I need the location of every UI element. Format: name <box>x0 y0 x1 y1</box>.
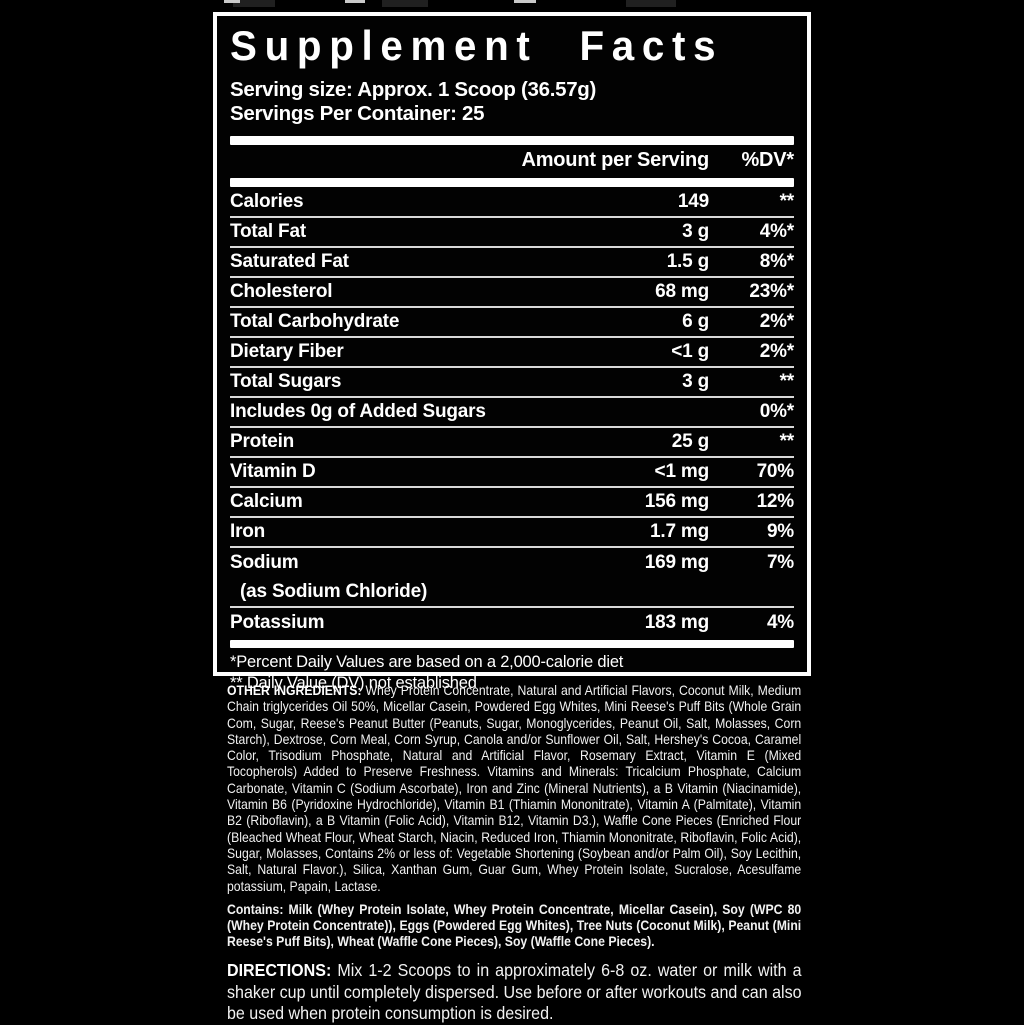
label-lower-text: OTHER INGREDIENTS: Whey Protein Concentr… <box>227 683 802 1025</box>
table-row-vitamin-d: Vitamin D <1 mg 70% <box>230 458 794 488</box>
nutrient-name: Calcium <box>230 491 303 512</box>
crop-artifact <box>626 0 676 7</box>
other-ingredients-label: OTHER INGREDIENTS: <box>227 683 362 698</box>
nutrient-name: Calories <box>230 191 304 212</box>
table-row-total-fat: Total Fat 3 g 4%* <box>230 218 794 248</box>
footnotes: *Percent Daily Values are based on a 2,0… <box>230 652 794 693</box>
nutrient-amount: 3 g <box>682 371 709 392</box>
supplement-facts-panel: Supplement Facts Serving size: Approx. 1… <box>213 12 811 692</box>
table-row-sodium: Sodium 169 mg 7% (as Sodium Chloride) <box>230 548 794 608</box>
divider-bar-header <box>230 178 794 187</box>
table-row-saturated-fat: Saturated Fat 1.5 g 8%* <box>230 248 794 278</box>
nutrient-amount: 156 mg <box>644 491 709 512</box>
nutrient-name: Sodium <box>230 552 299 573</box>
nutrient-amount: <1 mg <box>654 461 710 482</box>
nutrient-name: Vitamin D <box>230 461 316 482</box>
nutrient-name: Dietary Fiber <box>230 341 344 362</box>
header-dv: %DV* <box>741 149 794 171</box>
nutrient-dv: 2%* <box>759 311 794 332</box>
directions-label: DIRECTIONS: <box>227 959 332 980</box>
directions-text: Mix 1-2 Scoops to in approximately 6-8 o… <box>227 959 802 1024</box>
nutrient-dv: 8%* <box>759 251 794 272</box>
nutrient-dv: 12% <box>756 491 795 512</box>
nutrient-name: Iron <box>230 521 266 542</box>
table-header: Amount per Serving %DV* <box>230 145 794 176</box>
table-row-cholesterol: Cholesterol 68 mg 23%* <box>230 278 794 308</box>
panel-title: Supplement Facts <box>230 22 724 69</box>
nutrient-dv: ** <box>779 371 795 392</box>
nutrient-subname: (as Sodium Chloride) <box>240 581 428 602</box>
nutrient-dv: 23%* <box>749 281 794 302</box>
table-row-potassium: Potassium 183 mg 4% <box>230 608 794 638</box>
other-ingredients-paragraph: OTHER INGREDIENTS: Whey Protein Concentr… <box>227 683 801 895</box>
footnote-daily-values: *Percent Daily Values are based on a 2,0… <box>230 653 624 671</box>
nutrient-dv: ** <box>779 191 795 212</box>
nutrient-amount: 3 g <box>682 221 709 242</box>
nutrient-dv: ** <box>779 431 795 452</box>
table-row-calcium: Calcium 156 mg 12% <box>230 488 794 518</box>
header-amount-per-serving: Amount per Serving <box>521 149 709 171</box>
divider-bar-bottom <box>230 640 794 648</box>
table-row-calories: Calories 149 ** <box>230 188 794 218</box>
nutrient-amount: 1.7 mg <box>650 521 709 542</box>
crop-artifact <box>233 0 275 7</box>
nutrient-amount: 6 g <box>682 311 709 332</box>
nutrient-amount: 68 mg <box>655 281 709 302</box>
divider-bar-top <box>230 136 794 145</box>
nutrient-dv: 70% <box>756 461 795 482</box>
nutrient-amount: 25 g <box>671 431 709 452</box>
directions-paragraph: DIRECTIONS: Mix 1-2 Scoops to in approxi… <box>227 960 802 1025</box>
nutrient-name: Protein <box>230 431 295 452</box>
nutrient-dv: 0%* <box>759 401 794 422</box>
nutrient-amount: 183 mg <box>644 612 709 633</box>
nutrient-dv: 4% <box>766 612 794 633</box>
nutrient-name: Total Sugars <box>230 371 342 392</box>
nutrient-amount: 1.5 g <box>666 251 710 272</box>
table-row-total-sugars: Total Sugars 3 g ** <box>230 368 794 398</box>
nutrient-dv: 4%* <box>759 221 794 242</box>
nutrient-name: Cholesterol <box>230 281 333 302</box>
table-row-dietary-fiber: Dietary Fiber <1 g 2%* <box>230 338 794 368</box>
nutrition-table: Calories 149 ** Total Fat 3 g 4%* Satura… <box>230 188 794 638</box>
serving-size: Serving size: Approx. 1 Scoop (36.57g) <box>230 78 597 101</box>
nutrient-dv: 7% <box>766 552 794 573</box>
table-row-protein: Protein 25 g ** <box>230 428 794 458</box>
nutrient-amount: 169 mg <box>644 552 709 573</box>
other-ingredients-text: Whey Protein Concentrate, Natural and Ar… <box>227 683 802 894</box>
nutrient-name: Total Fat <box>230 221 306 242</box>
nutrient-dv: 2%* <box>759 341 794 362</box>
table-row-iron: Iron 1.7 mg 9% <box>230 518 794 548</box>
contains-paragraph: Contains: Milk (Whey Protein Isolate, Wh… <box>227 901 802 950</box>
crop-artifact <box>345 0 365 3</box>
nutrient-name: Potassium <box>230 612 325 633</box>
nutrient-name: Includes 0g of Added Sugars <box>230 401 486 422</box>
table-row-added-sugars: Includes 0g of Added Sugars 0%* <box>230 398 794 428</box>
servings-per-container: Servings Per Container: 25 <box>230 102 485 125</box>
nutrient-name: Saturated Fat <box>230 251 349 272</box>
nutrient-dv: 9% <box>766 521 794 542</box>
footnote-dv-not-established: ** Daily Value (DV) not established <box>230 673 477 692</box>
table-row-total-carbohydrate: Total Carbohydrate 6 g 2%* <box>230 308 794 338</box>
nutrient-amount: <1 g <box>671 341 709 362</box>
nutrient-amount: 149 <box>677 191 709 212</box>
nutrient-name: Total Carbohydrate <box>230 311 400 332</box>
crop-artifact <box>224 0 240 3</box>
crop-artifact <box>382 0 428 7</box>
crop-artifact <box>514 0 536 3</box>
